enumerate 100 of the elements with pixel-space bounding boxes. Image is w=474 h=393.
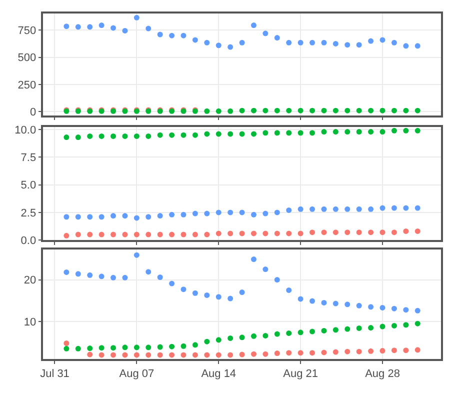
point	[344, 129, 350, 135]
point	[146, 352, 152, 358]
point	[262, 230, 268, 236]
y-tick-label: 0.0	[20, 234, 36, 247]
point	[298, 350, 304, 356]
x-tick-label: Aug 28	[365, 368, 400, 380]
point	[228, 352, 234, 358]
point	[332, 206, 338, 212]
point	[216, 352, 222, 358]
point	[403, 307, 409, 313]
point	[75, 214, 81, 220]
point	[134, 14, 140, 20]
point	[344, 348, 350, 354]
point	[403, 43, 409, 49]
y-tick-label: 750	[18, 25, 36, 37]
point	[204, 40, 210, 46]
point	[204, 232, 210, 238]
point	[192, 352, 198, 358]
point	[380, 324, 386, 330]
point	[239, 210, 245, 216]
point	[274, 331, 280, 337]
point	[228, 44, 234, 50]
point	[146, 232, 152, 238]
point	[239, 334, 245, 340]
point	[391, 108, 397, 114]
point	[228, 296, 234, 302]
point	[87, 272, 93, 278]
point	[192, 232, 198, 238]
point	[356, 302, 362, 308]
point	[414, 320, 420, 326]
point	[216, 294, 222, 300]
point	[64, 232, 70, 238]
point	[298, 296, 304, 302]
point	[368, 348, 374, 354]
point	[192, 132, 198, 138]
point	[262, 130, 268, 136]
point	[310, 108, 316, 114]
point	[414, 347, 420, 353]
point	[332, 300, 338, 306]
point	[87, 346, 93, 352]
point	[262, 108, 268, 114]
point	[157, 132, 163, 138]
point	[250, 351, 256, 357]
point	[250, 108, 256, 114]
point	[169, 352, 175, 358]
point	[180, 352, 186, 358]
point	[274, 350, 280, 356]
point	[344, 326, 350, 332]
point	[239, 290, 245, 296]
point	[98, 352, 104, 358]
point	[204, 352, 210, 358]
point	[321, 300, 327, 306]
point	[157, 274, 163, 280]
point	[310, 130, 316, 136]
point	[344, 108, 350, 114]
x-tick-label: Aug 07	[119, 368, 154, 380]
point	[250, 212, 256, 218]
point	[134, 215, 140, 221]
point	[321, 328, 327, 334]
point	[98, 274, 104, 280]
point	[310, 328, 316, 334]
point	[391, 128, 397, 134]
point	[332, 129, 338, 135]
point	[216, 210, 222, 216]
point	[134, 352, 140, 358]
y-tick-label: 500	[18, 52, 36, 64]
point	[157, 352, 163, 358]
point	[64, 24, 70, 30]
point	[274, 108, 280, 114]
point	[216, 337, 222, 343]
point	[391, 322, 397, 328]
point	[134, 344, 140, 350]
y-tick-label: 10	[24, 316, 36, 328]
point	[414, 228, 420, 234]
point	[403, 205, 409, 211]
point	[122, 28, 128, 34]
point	[274, 35, 280, 41]
point	[216, 230, 222, 236]
point	[310, 40, 316, 46]
point	[192, 342, 198, 348]
point	[204, 210, 210, 216]
x-tick-label: Aug 14	[201, 368, 236, 380]
point	[286, 130, 292, 136]
point	[110, 352, 116, 358]
point	[134, 133, 140, 139]
point	[356, 42, 362, 48]
point	[122, 133, 128, 139]
point	[146, 344, 152, 350]
point	[192, 290, 198, 296]
point	[87, 352, 93, 358]
point	[122, 232, 128, 238]
point	[356, 230, 362, 236]
point	[75, 346, 81, 352]
point	[180, 232, 186, 238]
point	[321, 206, 327, 212]
point	[239, 40, 245, 46]
point	[169, 132, 175, 138]
point	[310, 298, 316, 304]
point	[228, 230, 234, 236]
point	[332, 327, 338, 333]
